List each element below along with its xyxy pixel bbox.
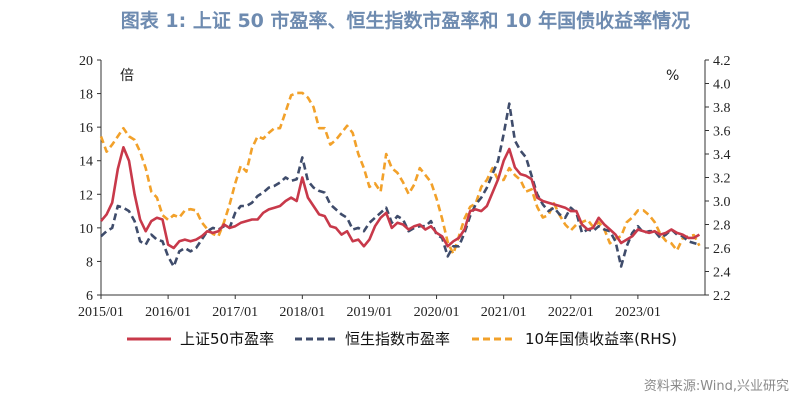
legend-label-2: 10年国债收益率(RHS) (525, 330, 677, 348)
right-tick-label: 2.8 (713, 219, 731, 234)
source-note: 资料来源:Wind,兴业研究 (643, 379, 789, 394)
x-tick-label: 2018/01 (279, 305, 325, 320)
x-tick-label: 2017/01 (212, 305, 258, 320)
left-axis-ticks: 6 8 10 12 14 16 18 20 (79, 54, 101, 304)
right-tick-label: 2.2 (713, 289, 731, 304)
right-tick-label: 3.2 (713, 172, 731, 187)
right-tick-label: 3.6 (713, 125, 731, 140)
right-axis-ticks: 2.2 2.4 2.6 2.8 3.0 3.2 3.4 3.6 3.8 4.0 4.2 (705, 54, 731, 304)
right-tick-label: 2.6 (713, 242, 731, 257)
x-tick-label: 2015/01 (78, 305, 124, 320)
right-tick-label: 2.4 (713, 266, 731, 281)
left-tick-label: 12 (79, 188, 93, 203)
left-tick-label: 10 (79, 222, 93, 237)
chart-title: 图表 1: 上证 50 市盈率、恒生指数市盈率和 10 年国债收益率情况 (120, 10, 691, 32)
right-tick-label: 3.4 (713, 148, 731, 163)
left-axis-unit: 倍 (120, 68, 134, 84)
x-tick-label: 2016/01 (145, 305, 191, 320)
legend-label-0: 上证50市盈率 (180, 330, 274, 348)
axes (100, 60, 706, 296)
x-tick-label: 2021/01 (481, 305, 527, 320)
legend-label-1: 恒生指数市盈率 (345, 330, 450, 348)
left-tick-label: 18 (79, 88, 93, 103)
series-line-2 (99, 91, 701, 256)
left-tick-label: 8 (86, 255, 93, 270)
right-axis-unit: % (666, 68, 679, 84)
right-tick-label: 3.0 (713, 195, 731, 210)
right-tick-label: 4.2 (713, 54, 731, 69)
right-tick-label: 3.8 (713, 101, 731, 116)
series-line-0 (100, 146, 701, 250)
left-tick-label: 16 (79, 121, 93, 136)
x-tick-label: 2020/01 (414, 305, 460, 320)
x-tick-label: 2019/01 (346, 305, 392, 320)
right-tick-label: 4.0 (713, 78, 731, 93)
series-layer (99, 91, 701, 268)
left-tick-label: 14 (79, 155, 93, 170)
left-tick-label: 6 (86, 289, 93, 304)
x-tick-label: 2022/01 (548, 305, 594, 320)
x-axis-ticks: 2015/01 2016/01 2017/01 2018/01 2019/01 2020/… (78, 295, 661, 320)
x-tick-label: 2023/01 (615, 305, 661, 320)
series-line-1 (100, 102, 700, 268)
left-tick-label: 20 (79, 54, 93, 69)
legend: 上证50市盈率 恒生指数市盈率 10年国债收益率(RHS) (127, 330, 677, 348)
